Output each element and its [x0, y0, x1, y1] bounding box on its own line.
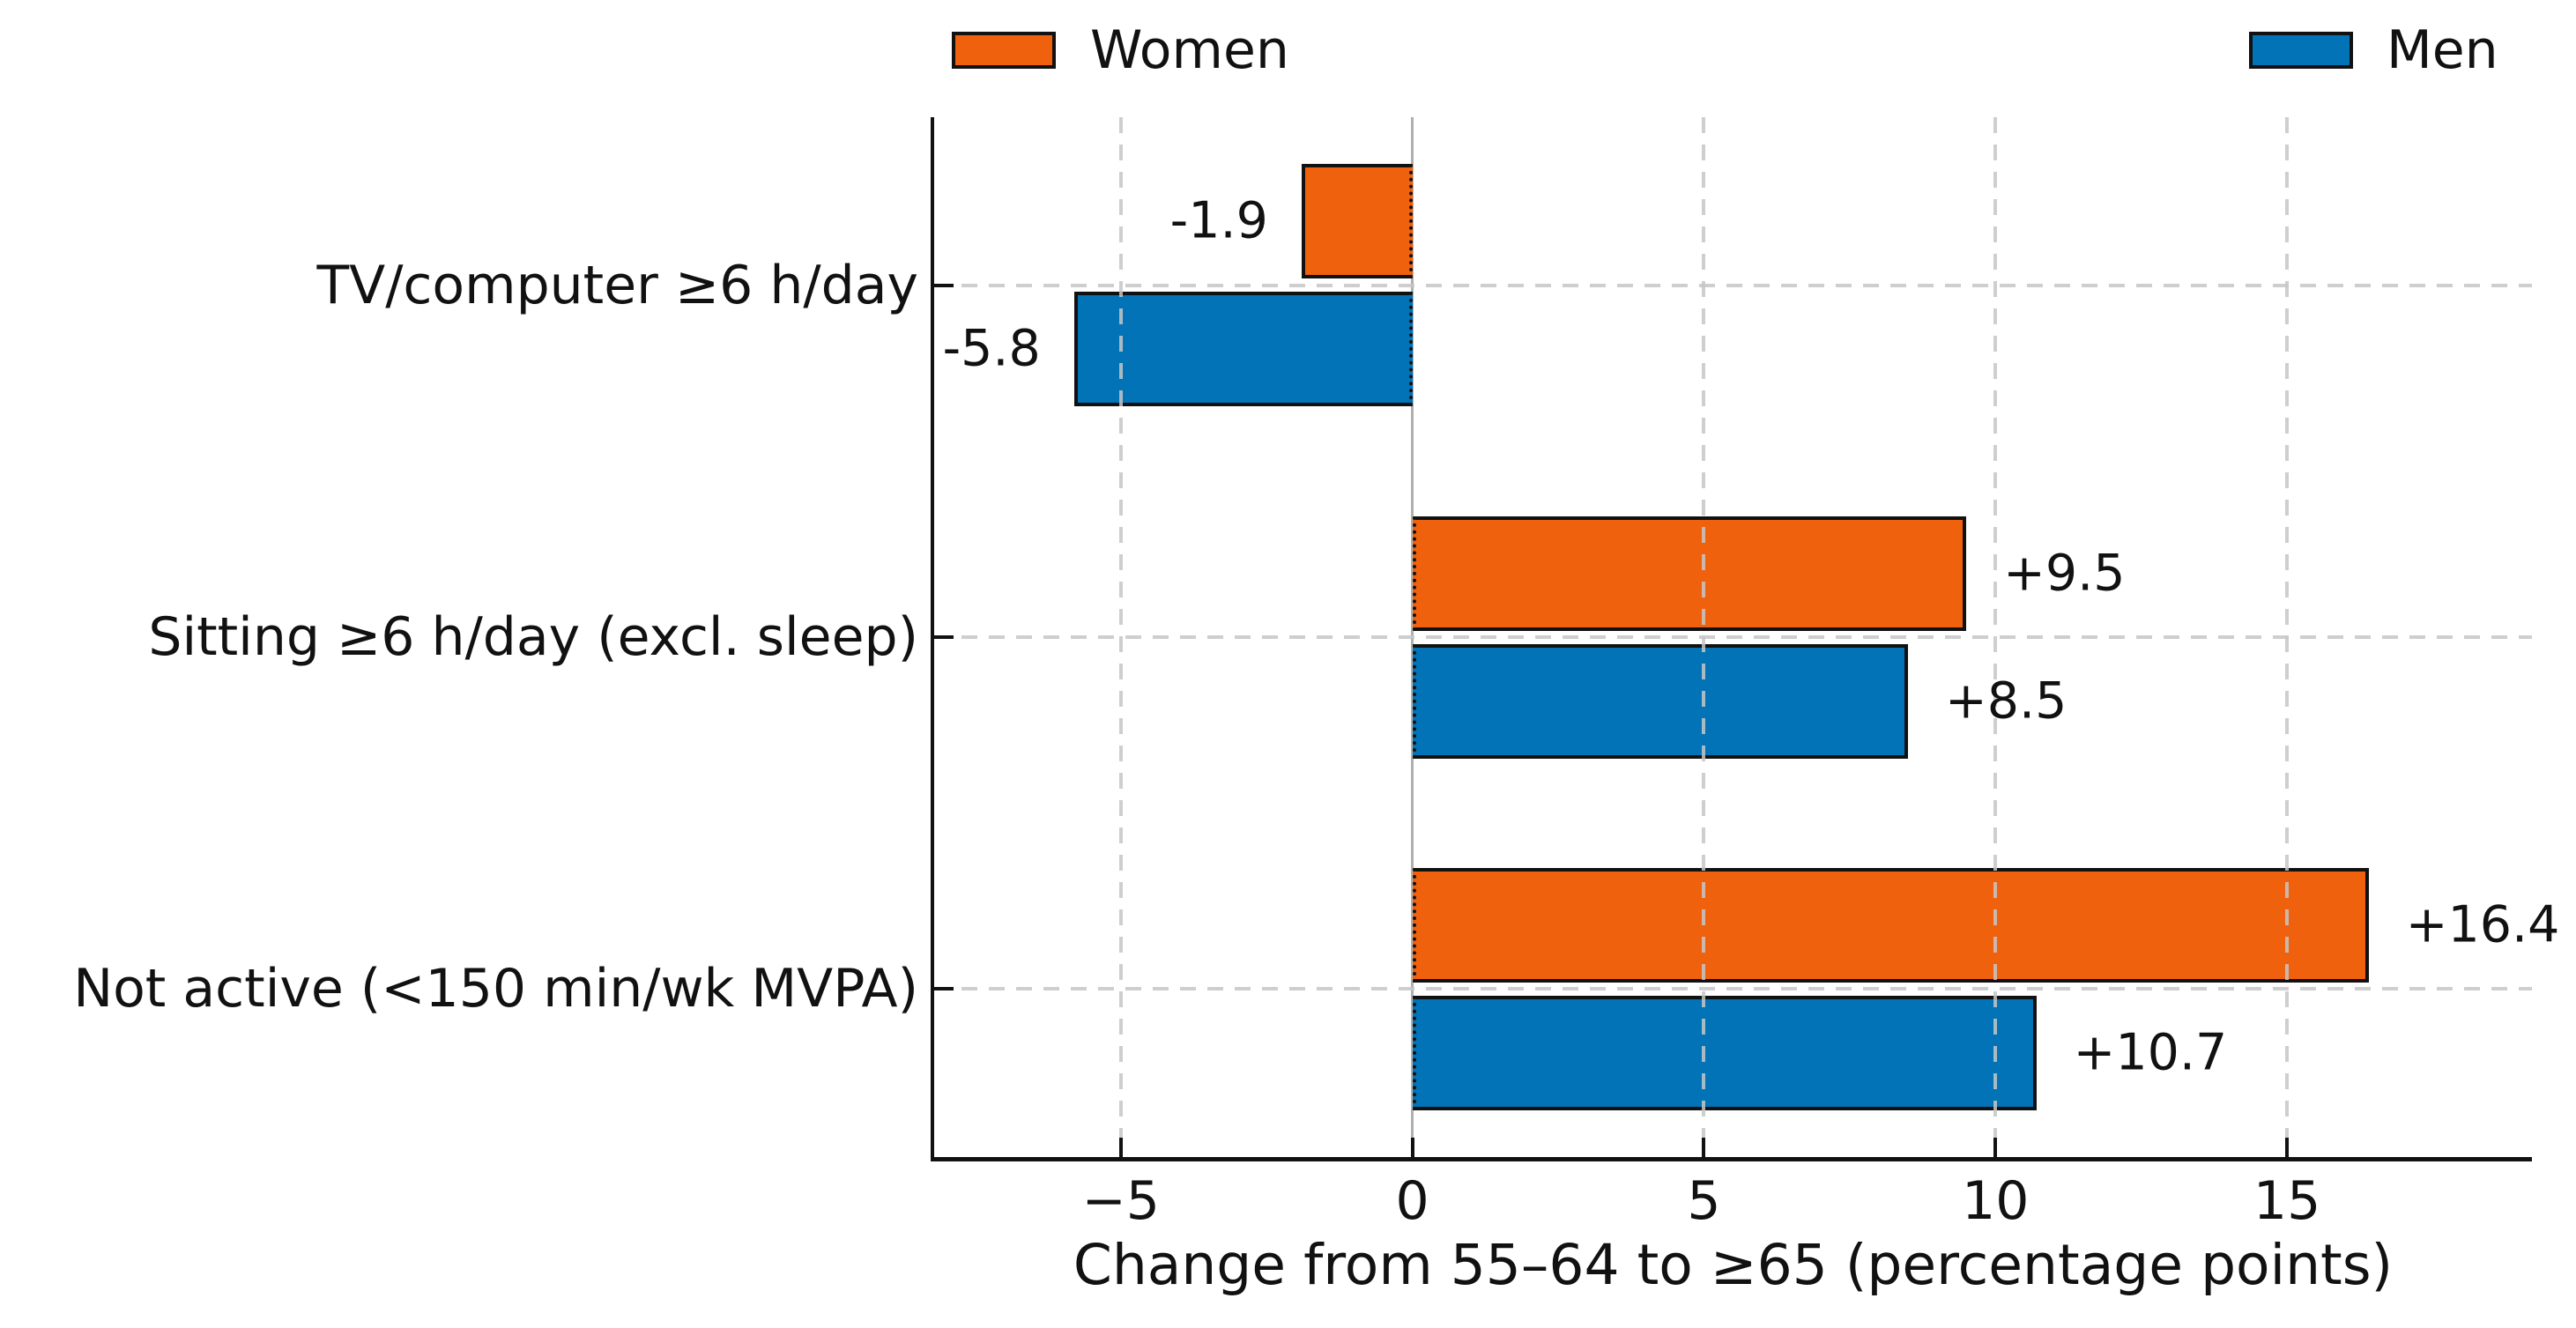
gridline-y-1: [934, 635, 2532, 639]
x-tick-15: [2285, 1138, 2290, 1157]
legend-swatch-women-icon: [952, 32, 1056, 69]
value-label-men-1: +8.5: [1945, 671, 2067, 730]
category-label-1: Sitting ≥6 h/day (excl. sleep): [148, 606, 918, 668]
y-tick-2: [934, 987, 954, 991]
category-label-0: TV/computer ≥6 h/day: [316, 254, 918, 316]
legend-swatch-men-icon: [2249, 32, 2353, 69]
x-tick-0: [1410, 1138, 1414, 1157]
x-axis-spine: [931, 1157, 2532, 1161]
x-tick-label-10: 10: [1962, 1170, 2030, 1232]
x-tick-label-15: 15: [2253, 1170, 2321, 1232]
bar-women-0: [1301, 164, 1413, 279]
y-tick-0: [934, 283, 954, 287]
bar-women-1: [1412, 516, 1967, 631]
gridline-y-0: [934, 283, 2532, 287]
value-label-men-0: -5.8: [942, 319, 1041, 378]
bar-men-2: [1412, 995, 2037, 1110]
legend-label-men: Men: [2387, 19, 2498, 81]
x-tick-5: [1702, 1138, 1706, 1157]
bar-women-2: [1412, 867, 2369, 983]
gridline-y-2: [934, 987, 2532, 991]
bar-men-1: [1412, 643, 1908, 759]
value-label-women-2: +16.4: [2405, 895, 2560, 954]
x-axis-title: Change from 55–64 to ≥65 (percentage poi…: [1073, 1233, 2394, 1297]
value-label-men-2: +10.7: [2073, 1023, 2228, 1082]
x-tick-label--5: −5: [1081, 1170, 1160, 1232]
value-label-women-0: -1.9: [1169, 191, 1268, 250]
value-label-women-1: +9.5: [2003, 544, 2126, 602]
x-tick-10: [1993, 1138, 1998, 1157]
y-axis-spine: [931, 117, 934, 1157]
legend-label-women: Women: [1090, 19, 1289, 81]
y-tick-1: [934, 635, 954, 639]
bar-men-0: [1073, 292, 1413, 407]
x-tick--5: [1118, 1138, 1123, 1157]
x-tick-label-0: 0: [1395, 1170, 1429, 1232]
x-tick-label-5: 5: [1687, 1170, 1721, 1232]
category-label-2: Not active (<150 min/wk MVPA): [73, 958, 918, 1020]
